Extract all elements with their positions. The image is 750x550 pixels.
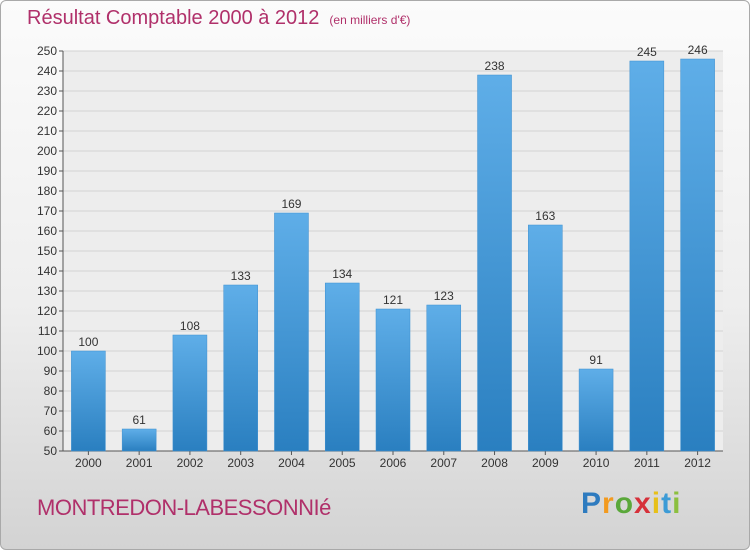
data-label-2010: 91 <box>589 353 603 367</box>
data-label-2008: 238 <box>485 59 505 73</box>
y-tick-label: 180 <box>37 184 57 198</box>
x-tick-label-2008: 2008 <box>481 456 508 470</box>
x-tick-label-2004: 2004 <box>278 456 305 470</box>
x-tick-label-2005: 2005 <box>329 456 356 470</box>
bar-2009 <box>528 224 563 452</box>
x-tick-label-2010: 2010 <box>583 456 610 470</box>
bar-2012 <box>680 58 715 452</box>
bar-2002 <box>172 334 208 452</box>
brand-letter: o <box>614 487 635 520</box>
y-tick-label: 160 <box>37 224 57 238</box>
y-tick-label: 190 <box>37 164 57 178</box>
x-tick-label-2009: 2009 <box>532 456 559 470</box>
bar-2003 <box>223 284 258 452</box>
chart-subtitle: (en milliers d'€) <box>329 13 411 27</box>
x-tick-label-2001: 2001 <box>126 456 153 470</box>
y-tick-label: 60 <box>44 424 58 438</box>
data-label-2012: 246 <box>688 43 708 57</box>
y-tick-label: 150 <box>37 244 57 258</box>
chart-title: Résultat Comptable 2000 à 2012 <box>27 7 320 29</box>
y-tick-label: 50 <box>44 444 58 458</box>
y-tick-label: 200 <box>37 144 57 158</box>
data-label-2006: 121 <box>383 293 403 307</box>
proxiti-logo: Proxiti <box>581 487 681 521</box>
brand-letter: t <box>661 487 673 520</box>
y-tick-label: 120 <box>37 304 57 318</box>
bar-2001 <box>121 428 157 452</box>
y-tick-label: 220 <box>37 104 57 118</box>
bar-2008 <box>477 74 512 452</box>
data-label-2004: 169 <box>281 197 301 211</box>
bar-2005 <box>324 282 360 452</box>
tick-labels: 50 60 70 80 90 100 110 120 130 140 150 160 170 180 190… <box>37 44 711 470</box>
x-tick-label-2006: 2006 <box>380 456 407 470</box>
y-tick-label: 70 <box>44 404 58 418</box>
brand-letter: i <box>651 487 662 520</box>
x-tick-label-2011: 2011 <box>634 456 660 470</box>
data-label-2009: 163 <box>535 209 555 223</box>
x-tick-label-2012: 2012 <box>684 456 711 470</box>
bar-2006 <box>375 308 411 452</box>
bar-2007 <box>426 304 462 452</box>
bar-2010 <box>578 368 614 452</box>
x-tick-label-2002: 2002 <box>177 456 204 470</box>
data-label-2000: 100 <box>78 335 98 349</box>
x-tick-label-2000: 2000 <box>75 456 102 470</box>
bar-2011 <box>629 60 665 452</box>
bar-2004 <box>274 212 309 452</box>
data-label-2001: 61 <box>132 413 146 427</box>
data-labels: 100 61 108 133 169 134 121 123 238 163 91 245 246 <box>78 43 708 427</box>
x-tick-label-2007: 2007 <box>430 456 457 470</box>
y-tick-label: 100 <box>37 344 57 358</box>
y-tick-label: 140 <box>37 264 57 278</box>
commune-name: MONTREDON-LABESSONNIé <box>37 495 331 520</box>
y-tick-label: 230 <box>37 84 57 98</box>
data-label-2005: 134 <box>332 267 352 281</box>
brand-letter: x <box>634 487 652 520</box>
data-label-2002: 108 <box>180 319 200 333</box>
data-label-2003: 133 <box>231 269 251 283</box>
data-label-2011: 245 <box>637 45 657 59</box>
chart-title-block: Résultat Comptable 2000 à 2012 (en millie… <box>27 7 410 30</box>
brand-letter: i <box>672 487 682 520</box>
data-label-2007: 123 <box>434 289 454 303</box>
brand-letter: r <box>602 487 615 520</box>
y-tick-label: 210 <box>37 124 57 138</box>
bars <box>71 58 715 452</box>
x-tick-label-2003: 2003 <box>227 456 254 470</box>
y-tick-label: 130 <box>37 284 57 298</box>
y-tick-label: 250 <box>37 44 57 58</box>
y-tick-label: 240 <box>37 64 57 78</box>
brand-letter: P <box>581 487 603 520</box>
bar-2000 <box>71 350 106 452</box>
y-tick-label: 90 <box>44 364 58 378</box>
y-tick-label: 80 <box>44 384 58 398</box>
y-tick-label: 170 <box>37 204 57 218</box>
y-tick-label: 110 <box>38 324 57 338</box>
